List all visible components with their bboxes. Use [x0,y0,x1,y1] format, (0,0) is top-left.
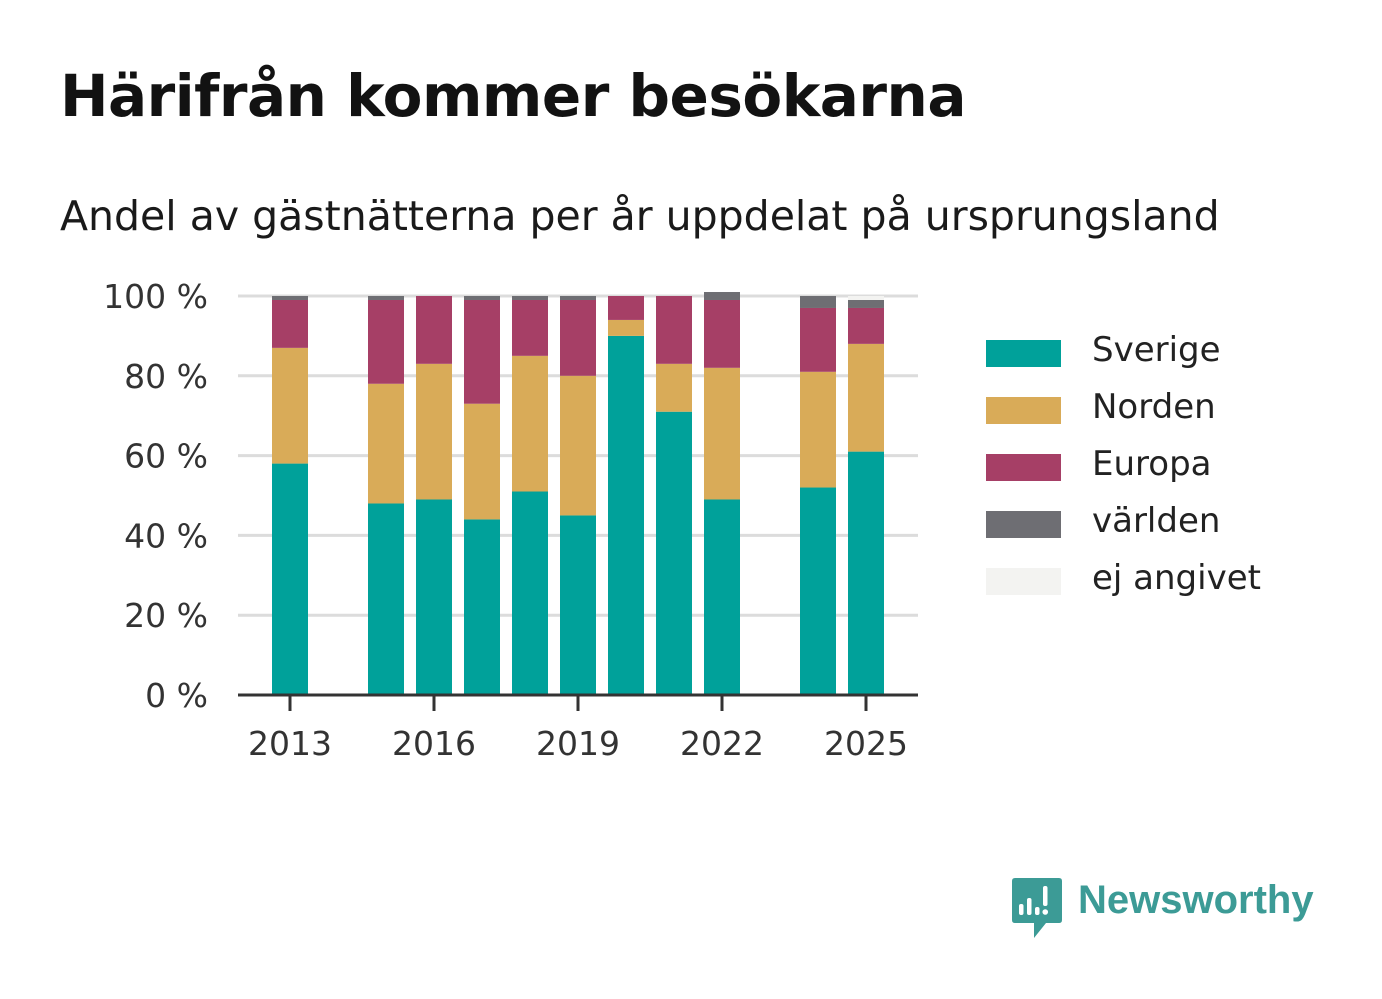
bar-segment-världen [464,296,500,300]
y-tick-label: 80 % [124,357,208,396]
bar-segment-världen [368,296,404,300]
bar-segment-europa [368,299,404,384]
legend-swatch [986,454,1061,481]
bar-segment-världen [512,296,548,300]
y-tick-label: 60 % [124,437,208,476]
bar-segment-europa [560,299,596,376]
bar-segment-norden [464,403,500,520]
bar-segment-europa [704,299,740,368]
legend-label: Norden [1092,387,1216,427]
bar-segment-norden [272,347,308,464]
bar-segment-norden [656,363,692,412]
x-tick-label: 2025 [824,724,908,763]
bar-segment-norden [800,371,836,488]
bar-segment-sverige [704,499,740,695]
newsworthy-logo-icon [1012,878,1062,938]
bar-segment-världen [848,299,884,308]
legend-label: Europa [1092,444,1212,484]
bar-segment-norden [848,343,884,452]
chart-subtitle: Andel av gästnätterna per år uppdelat på… [60,192,1220,240]
x-tick-label: 2016 [392,724,476,763]
y-tick-label: 100 % [103,277,208,316]
bar-segment-världen [560,296,596,300]
bar-segment-norden [608,319,644,336]
legend-swatch [986,568,1061,595]
bar-segment-sverige [512,491,548,695]
bar-segment-sverige [560,515,596,695]
bar-segment-sverige [800,487,836,695]
bar-segment-världen [800,296,836,308]
y-tick-label: 20 % [124,596,208,635]
legend-label: Sverige [1092,330,1221,370]
bar-segment-europa [848,307,884,344]
y-tick-label: 40 % [124,516,208,555]
bar-segment-europa [416,296,452,364]
bar-segment-norden [704,367,740,500]
stacked-bar-chart: 0 % 20 % 40 % 60 % 80 % 100 % 2013 2016 2019 2022… [103,277,918,763]
bar-segment-norden [368,383,404,504]
bar-segment-sverige [656,411,692,695]
bar-segment-europa [800,307,836,372]
legend-swatch [986,340,1061,367]
y-tick-label: 0 % [145,676,208,715]
bar-segment-sverige [608,335,644,695]
newsworthy-logo-text: Newsworthy [1078,878,1314,922]
bar-segment-europa [608,296,644,320]
bar-segment-sverige [368,503,404,695]
legend-swatch [986,511,1061,538]
bar-segment-norden [560,375,596,516]
bar-segment-sverige [272,463,308,695]
bar-segment-norden [416,363,452,500]
bar-segment-europa [272,299,308,348]
bar-segment-europa [512,299,548,356]
bar-segment-ej-angivet [848,296,884,300]
chart-title: Härifrån kommer besökarna [60,62,966,130]
bar-segment-världen [704,292,740,300]
bar-segment-norden [512,355,548,492]
bar-segment-europa [656,296,692,364]
bar-segment-europa [464,299,500,404]
bar-segment-världen [272,296,308,300]
legend-label: ej angivet [1092,558,1261,598]
x-tick-label: 2022 [680,724,764,763]
bar-segment-sverige [416,499,452,695]
bar-segment-sverige [464,519,500,695]
x-tick-label: 2019 [536,724,620,763]
bar-segment-sverige [848,451,884,695]
legend-label: världen [1092,501,1221,541]
x-tick-label: 2013 [248,724,332,763]
legend-swatch [986,397,1061,424]
